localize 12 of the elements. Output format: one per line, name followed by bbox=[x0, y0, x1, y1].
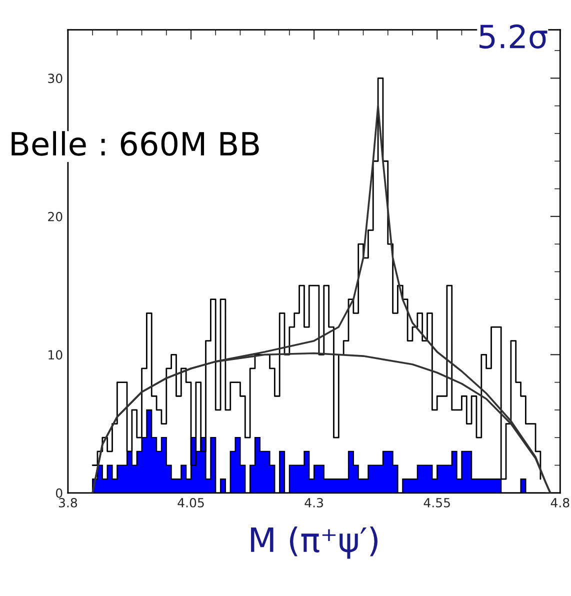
x-tick-label: 4.8 bbox=[550, 498, 570, 508]
y-tick-label: 10 bbox=[48, 350, 62, 360]
y-tick-label: 0 bbox=[56, 488, 62, 498]
x-tick-label: 4.05 bbox=[178, 498, 204, 508]
y-tick-label: 30 bbox=[48, 74, 62, 84]
annotation: Belle : 660M BB bbox=[12, 131, 259, 156]
annotation: 5.2σ bbox=[480, 24, 548, 49]
x-axis-title: M (π⁺ψ′) bbox=[251, 526, 378, 559]
x-tick-label: 4.3 bbox=[304, 498, 323, 508]
x-tick-label: 4.55 bbox=[424, 498, 450, 508]
x-tick-label: 3.8 bbox=[58, 498, 78, 508]
y-tick-label: 20 bbox=[48, 212, 62, 222]
